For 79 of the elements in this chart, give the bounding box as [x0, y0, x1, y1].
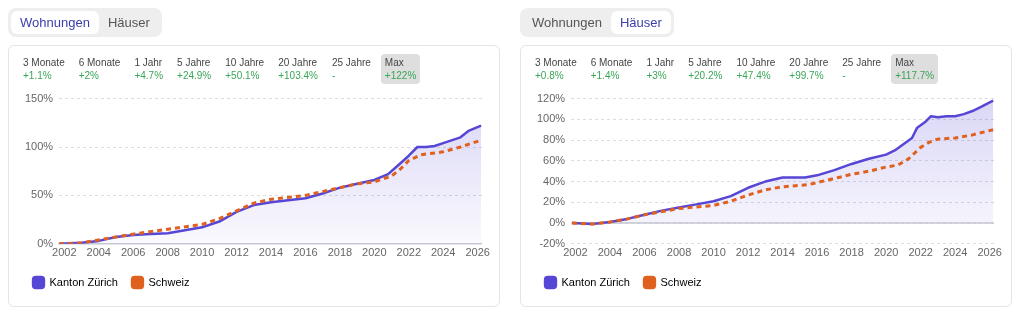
text: 1 Jahr — [134, 56, 164, 69]
legend-label: Schweiz — [660, 275, 702, 288]
y-tick-label: 150% — [24, 91, 54, 104]
x-tick-label: 2016 — [804, 246, 830, 259]
text: +117.7% — [895, 69, 935, 82]
text: +1.4% — [590, 69, 621, 82]
text: +122% — [384, 69, 417, 82]
y-tick-label: 40% — [543, 174, 566, 187]
text: 10 Jahre — [736, 56, 776, 69]
text: - — [331, 69, 337, 82]
x-tick-label: 2022 — [396, 246, 422, 259]
x-tick-label: 2016 — [293, 246, 318, 259]
x-tick-label: 2026 — [977, 246, 1002, 259]
text: - — [842, 69, 847, 82]
text: Häuser — [106, 14, 151, 32]
text: 25 Jahre — [331, 56, 371, 69]
text: Wohnungen — [531, 14, 603, 32]
x-tick-label: 2018 — [839, 246, 864, 259]
text: 20 Jahre — [789, 56, 829, 69]
text: +47.4% — [736, 69, 772, 82]
x-tick-label: 2024 — [430, 246, 456, 259]
x-tick-label: 2014 — [770, 246, 795, 259]
x-tick-label: 2020 — [362, 246, 387, 259]
y-tick-label: 100% — [536, 112, 566, 125]
text: 6 Monate — [78, 56, 121, 69]
x-tick-label: 2004 — [86, 246, 111, 259]
y-tick-label: 20% — [543, 195, 566, 208]
text: 5 Jahre — [688, 56, 723, 69]
x-tick-label: 2012 — [224, 246, 249, 259]
text: 3 Monate — [535, 56, 577, 69]
text: +24.9% — [177, 69, 212, 82]
text: 6 Monate — [590, 56, 633, 69]
x-tick-label: 2010 — [189, 246, 215, 259]
line-series — [571, 128, 994, 226]
x-tick-label: 2024 — [942, 246, 968, 259]
text: +3% — [646, 69, 668, 82]
text: +4.7% — [134, 69, 164, 82]
x-tick-label: 2004 — [597, 246, 623, 259]
legend-label: Kanton Zürich — [49, 275, 118, 288]
legend-label: Schweiz — [148, 275, 190, 288]
text: +1.1% — [23, 69, 53, 82]
text: +50.1% — [225, 69, 261, 82]
y-tick-label: 0% — [37, 236, 54, 249]
text: Wohnungen — [11, 11, 99, 34]
y-tick-label: 0% — [549, 216, 566, 229]
x-tick-label: 2022 — [908, 246, 933, 259]
x-tick-label: 2006 — [120, 246, 146, 259]
x-tick-label: 2008 — [666, 246, 692, 259]
x-tick-label: 2002 — [52, 246, 77, 259]
text: Häuser — [610, 11, 671, 34]
text: Max — [895, 56, 916, 69]
text: 20 Jahre — [278, 56, 318, 69]
y-tick-label: -20% — [539, 236, 566, 249]
x-tick-label: 2020 — [873, 246, 899, 259]
x-tick-label: 2002 — [563, 246, 588, 259]
text: 25 Jahre — [842, 56, 882, 69]
text: 10 Jahre — [225, 56, 265, 69]
x-tick-label: 2018 — [327, 246, 353, 259]
text: +0.8% — [535, 69, 565, 82]
x-tick-label: 2006 — [632, 246, 657, 259]
y-tick-label: 80% — [543, 133, 566, 146]
text: Max — [384, 56, 405, 69]
text: +99.7% — [789, 69, 825, 82]
x-tick-label: 2014 — [258, 246, 284, 259]
text: 1 Jahr — [646, 56, 675, 69]
x-tick-label: 2012 — [735, 246, 761, 259]
x-tick-label: 2026 — [465, 246, 490, 259]
y-tick-label: 60% — [543, 153, 566, 166]
text: +103.4% — [278, 69, 318, 82]
x-tick-label: 2008 — [155, 246, 180, 259]
legend-label: Kanton Zürich — [561, 275, 630, 288]
text: 5 Jahre — [177, 56, 212, 69]
y-tick-label: 120% — [536, 91, 566, 104]
text: +20.2% — [688, 69, 723, 82]
x-tick-label: 2010 — [701, 246, 726, 259]
text: 3 Monate — [23, 56, 65, 69]
y-tick-label: 50% — [31, 188, 54, 201]
text: +2% — [78, 69, 100, 82]
y-tick-label: 100% — [24, 140, 54, 153]
